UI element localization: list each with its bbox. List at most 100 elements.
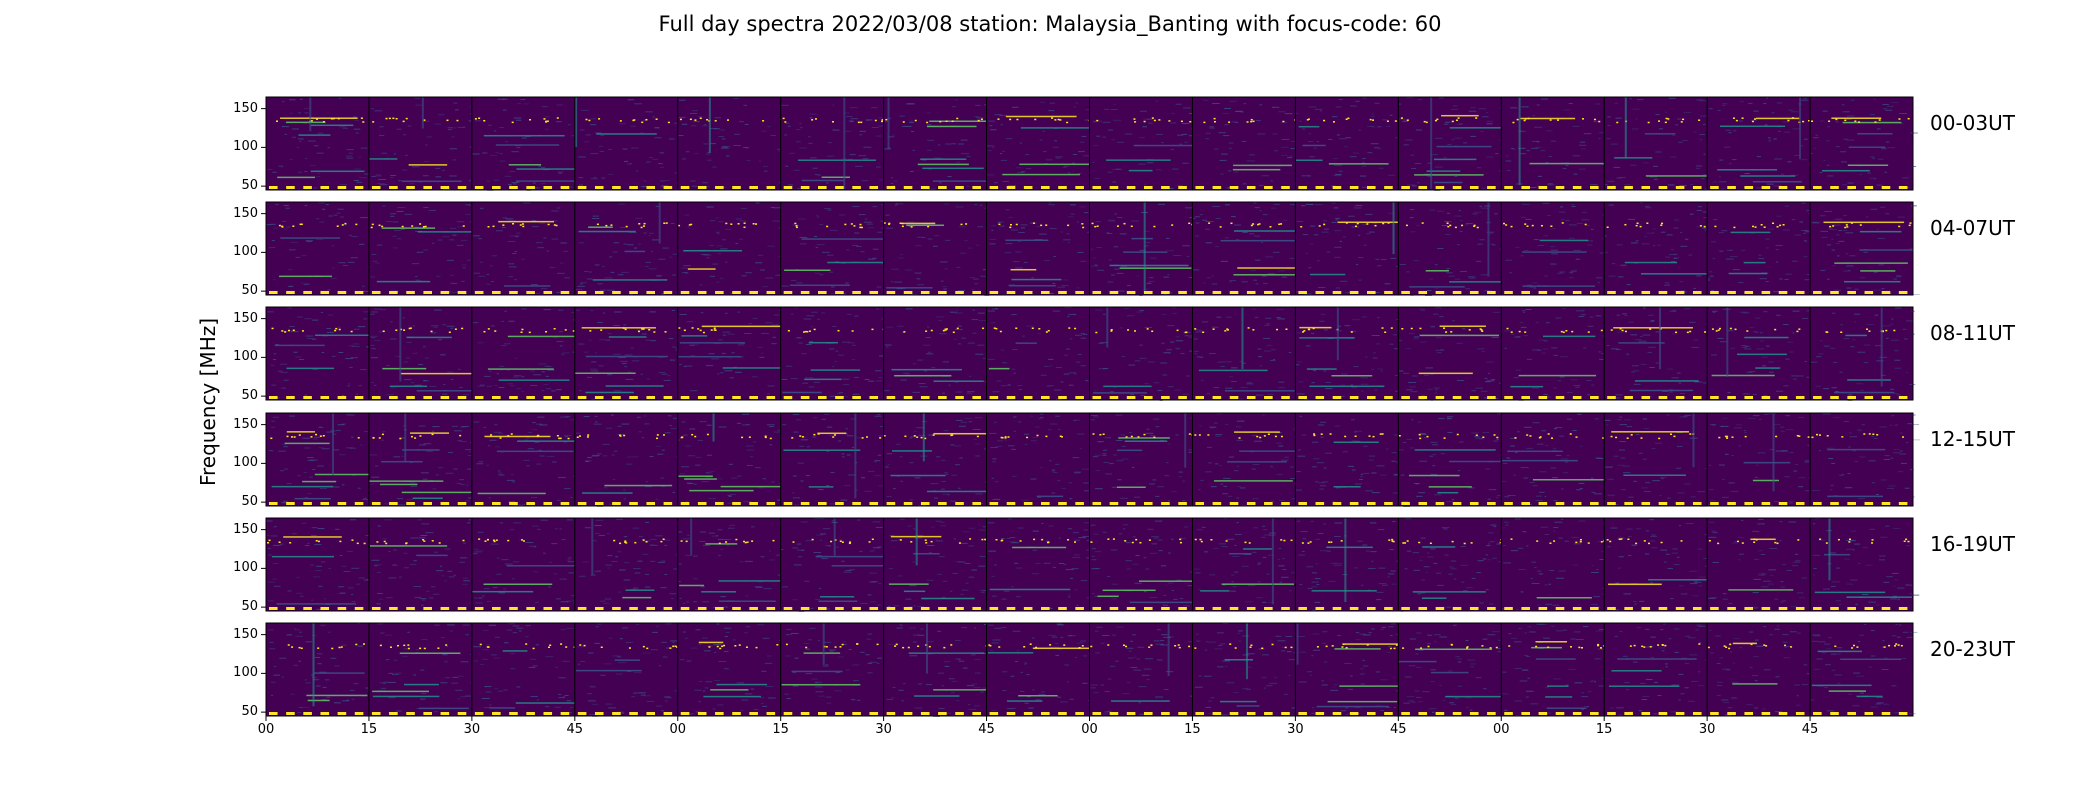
rfi-dot [1635,224,1638,227]
noise-speckle [1281,121,1287,123]
noise-speckle [585,134,591,136]
rfi-dot [1524,118,1527,120]
baseline-marker [766,396,776,399]
noise-speckle [1220,260,1228,262]
noise-speckle [1121,355,1125,357]
noise-speckle [1877,237,1885,239]
noise-speckle [975,244,980,246]
noise-speckle [1689,321,1696,323]
noise-speckle [1236,497,1240,499]
emission-band [1711,374,1775,377]
emission-band [578,230,636,233]
noise-speckle [1166,462,1169,464]
noise-speckle [1845,223,1848,225]
noise-speckle [1031,277,1034,279]
noise-speckle [1798,477,1806,479]
noise-speckle [1507,494,1516,496]
noise-speckle [555,389,562,391]
noise-speckle [390,176,394,178]
noise-speckle [1682,415,1688,417]
noise-speckle [1351,440,1357,442]
noise-speckle [648,268,657,270]
noise-speckle [1355,100,1360,102]
emission-band [1005,239,1049,242]
noise-speckle [386,394,395,396]
baseline-marker [389,291,398,294]
rfi-dot [804,330,807,333]
noise-speckle [1502,462,1508,464]
noise-speckle [1581,211,1587,213]
noise-speckle [1591,384,1595,386]
noise-speckle [564,277,570,279]
noise-speckle [272,171,277,173]
noise-speckle [1520,255,1524,257]
noise-speckle [809,117,813,119]
emission-band [1103,385,1152,388]
noise-speckle [499,126,504,128]
noise-speckle [1104,437,1112,439]
rfi-dot [806,330,809,333]
noise-speckle [1109,463,1114,465]
emission-band [477,492,546,495]
noise-speckle [1234,122,1239,124]
baseline-marker [457,502,467,505]
noise-speckle [1271,106,1280,108]
noise-speckle [442,188,451,190]
noise-speckle [964,239,968,241]
noise-speckle [1254,235,1260,237]
baseline-marker [749,186,758,189]
baseline-marker [1041,502,1050,505]
noise-speckle [597,283,603,285]
noise-speckle [347,385,350,387]
rfi-dot [1615,436,1618,439]
noise-speckle [1532,422,1540,424]
noise-speckle [1870,156,1875,158]
noise-speckle [664,180,670,182]
rfi-dot [519,224,522,226]
noise-speckle [1671,260,1676,262]
noise-speckle [1457,244,1460,246]
noise-speckle [973,278,979,280]
noise-speckle [1831,238,1834,240]
noise-speckle [1911,165,1917,167]
noise-speckle [912,391,921,393]
rfi-dot [1267,433,1270,435]
noise-speckle [881,263,885,265]
rfi-dot [725,222,728,225]
noise-speckle [1696,226,1703,228]
noise-speckle [969,375,972,377]
noise-speckle [655,445,661,447]
baseline-marker [1075,186,1084,189]
rfi-dot [1246,121,1249,123]
noise-speckle [775,274,781,276]
rfi-dot [623,434,626,437]
noise-speckle [726,155,730,157]
noise-speckle [663,379,671,381]
rfi-dot [1034,118,1037,121]
noise-speckle [1565,461,1569,463]
rfi-dot [1188,433,1191,435]
noise-speckle [1829,228,1838,230]
rfi-dot [1575,436,1578,438]
noise-speckle [1349,156,1357,158]
noise-speckle [1015,251,1022,253]
rfi-dot [641,121,644,124]
noise-speckle [1446,272,1453,274]
noise-speckle [1512,148,1516,150]
noise-speckle [864,490,872,492]
baseline-marker [1195,186,1205,189]
noise-speckle [589,368,598,370]
noise-speckle [1393,474,1399,476]
noise-speckle [1826,126,1831,128]
baseline-marker [1058,186,1067,189]
noise-speckle [1722,496,1729,498]
noise-speckle [1835,146,1840,148]
noise-speckle [1411,167,1417,169]
noise-speckle [1020,227,1025,229]
noise-speckle [1545,130,1553,132]
noise-speckle [1053,389,1062,391]
noise-speckle [634,103,642,105]
baseline-marker [938,502,947,505]
baseline-marker [577,186,587,189]
noise-speckle [451,378,454,380]
